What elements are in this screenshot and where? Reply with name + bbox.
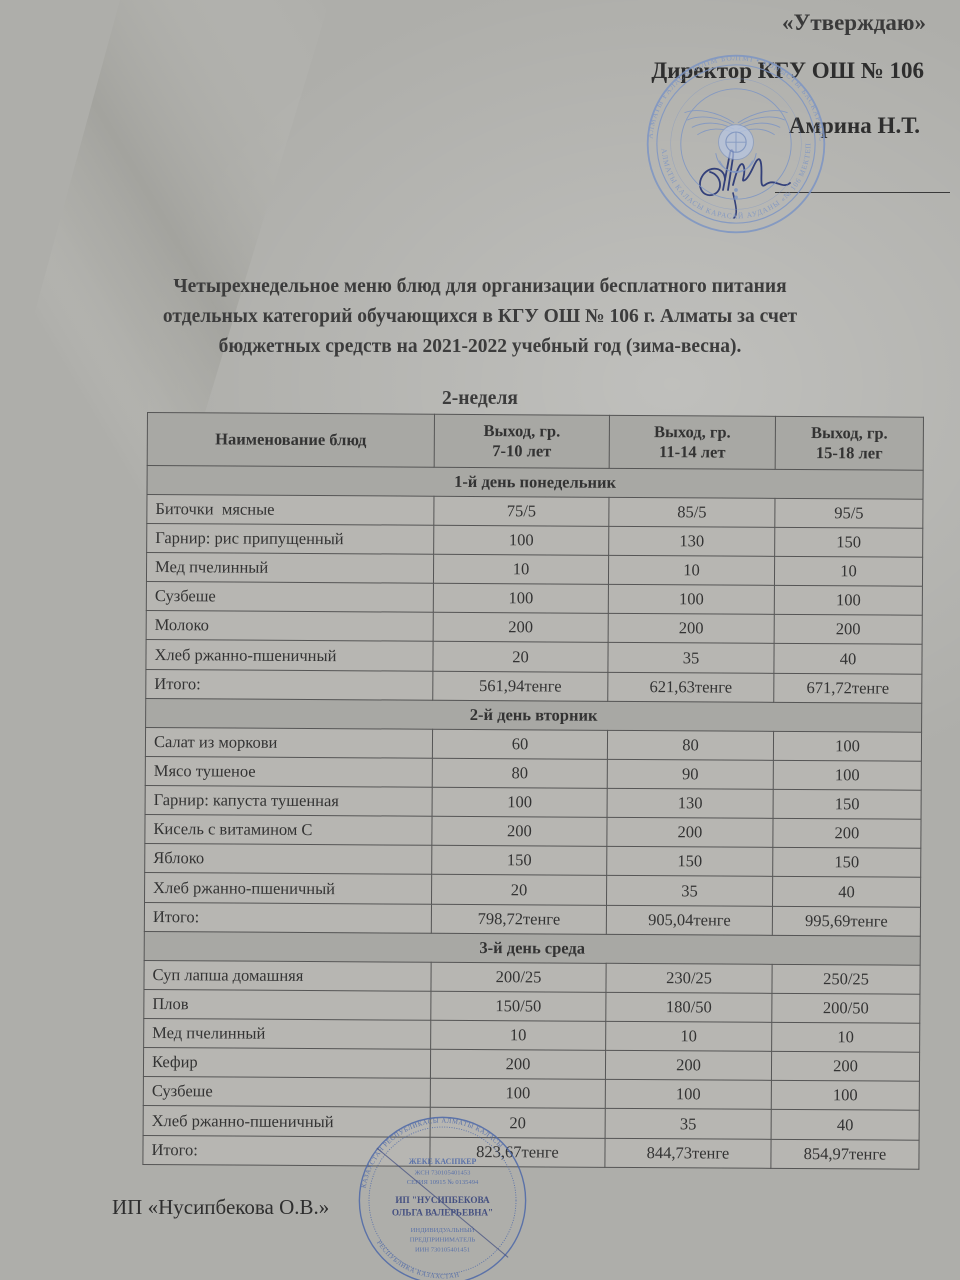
svg-text:ИИН 730105401451: ИИН 730105401451 bbox=[415, 1246, 470, 1253]
svg-text:ЖЕКЕ КАСІПКЕР: ЖЕКЕ КАСІПКЕР bbox=[409, 1157, 477, 1166]
svg-text:ИП "НУСИПБЕКОВА: ИП "НУСИПБЕКОВА bbox=[395, 1195, 490, 1205]
svg-text:ПРЕДПРИНИМАТЕЛЬ: ПРЕДПРИНИМАТЕЛЬ bbox=[410, 1237, 476, 1244]
svg-text:ОЛЬГА ВАЛЕРЬЕВНА": ОЛЬГА ВАЛЕРЬЕВНА" bbox=[392, 1207, 493, 1217]
svg-text:ИНДИВИДУАЛЬНЫЙ: ИНДИВИДУАЛЬНЫЙ bbox=[411, 1226, 475, 1234]
svg-text:ЖСН 730105401453: ЖСН 730105401453 bbox=[415, 1169, 471, 1176]
